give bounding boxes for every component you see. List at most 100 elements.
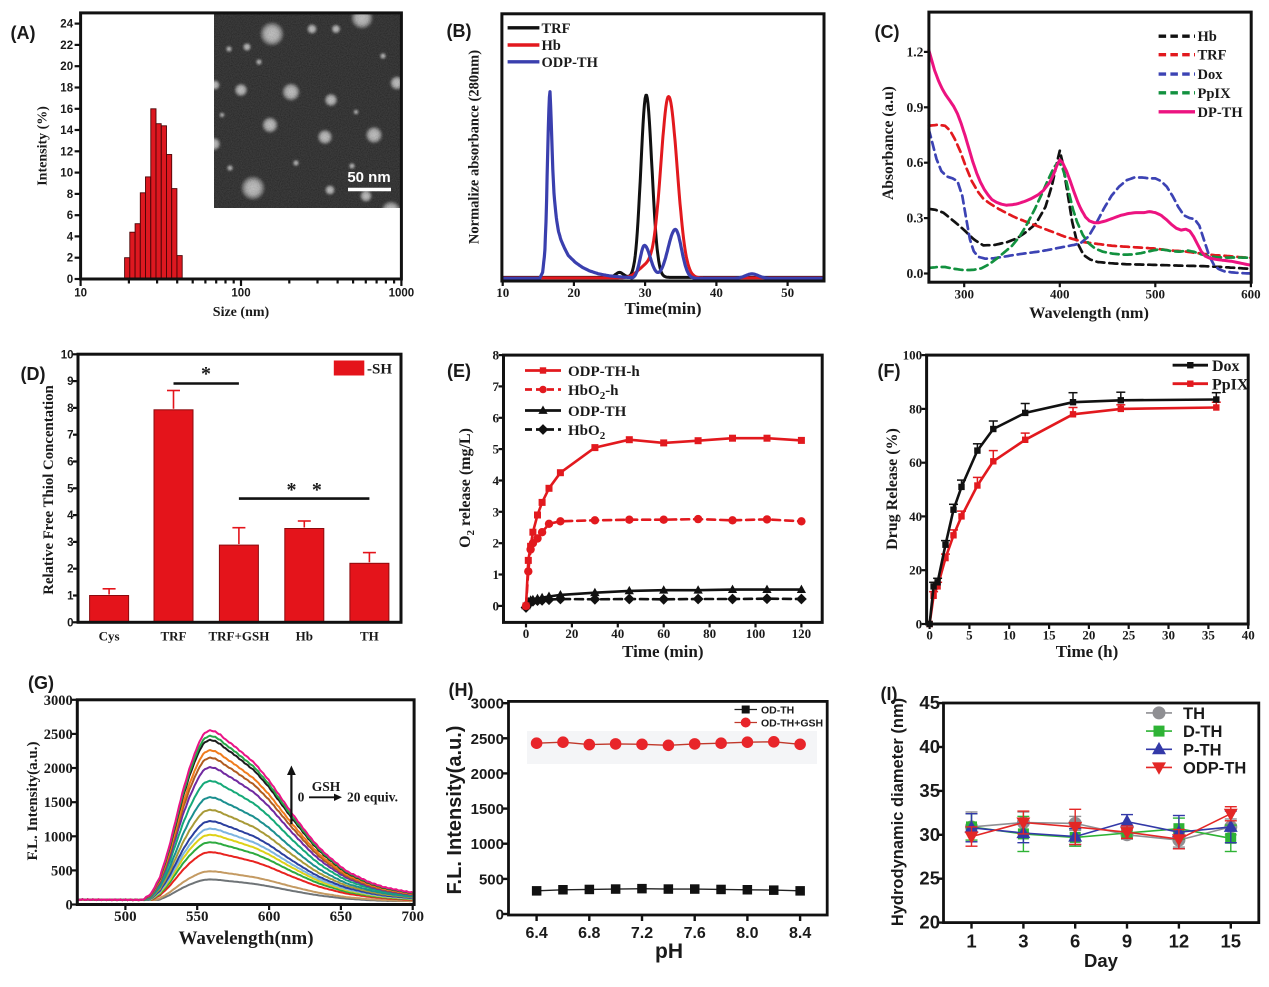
svg-text:650: 650 xyxy=(330,909,353,925)
svg-text:16: 16 xyxy=(60,104,73,116)
svg-text:300: 300 xyxy=(954,287,974,302)
svg-text:8: 8 xyxy=(67,403,74,415)
svg-text:12: 12 xyxy=(1169,931,1190,952)
svg-text:ODP-TH: ODP-TH xyxy=(1183,759,1246,777)
svg-text:30: 30 xyxy=(919,824,940,845)
svg-text:(G): (G) xyxy=(28,673,54,693)
svg-text:0: 0 xyxy=(298,790,305,805)
svg-text:Wavelength(nm): Wavelength(nm) xyxy=(178,928,313,949)
svg-text:120: 120 xyxy=(792,626,812,641)
svg-text:2500: 2500 xyxy=(471,731,504,748)
svg-text:Hb: Hb xyxy=(1198,29,1217,45)
svg-text:2: 2 xyxy=(493,536,500,551)
svg-text:3: 3 xyxy=(1018,931,1028,952)
svg-text:*: * xyxy=(312,479,322,501)
svg-text:20: 20 xyxy=(1082,628,1095,643)
svg-text:2000: 2000 xyxy=(44,761,73,777)
svg-text:7.2: 7.2 xyxy=(631,925,653,942)
svg-text:3000: 3000 xyxy=(44,693,73,709)
svg-text:0: 0 xyxy=(523,626,530,641)
svg-text:Time(min): Time(min) xyxy=(624,299,701,318)
svg-text:O2 release (mg/L): O2 release (mg/L) xyxy=(457,428,477,548)
svg-text:Time (min): Time (min) xyxy=(622,642,703,661)
svg-text:0.3: 0.3 xyxy=(907,211,924,226)
svg-text:4: 4 xyxy=(67,510,74,522)
svg-text:0: 0 xyxy=(66,898,73,914)
svg-text:P-TH: P-TH xyxy=(1183,741,1222,759)
svg-text:50 nm: 50 nm xyxy=(347,169,390,186)
svg-text:2500: 2500 xyxy=(44,727,73,743)
svg-text:Relative Free Thiol Concentati: Relative Free Thiol Concentation xyxy=(41,385,57,594)
svg-text:400: 400 xyxy=(1050,287,1070,302)
svg-text:ODP-TH-h: ODP-TH-h xyxy=(568,364,640,380)
svg-text:0: 0 xyxy=(67,617,73,629)
svg-text:60: 60 xyxy=(909,455,922,470)
svg-text:Time (h): Time (h) xyxy=(1056,642,1119,661)
svg-text:TRF: TRF xyxy=(542,21,571,37)
svg-text:10: 10 xyxy=(74,288,87,300)
svg-text:25: 25 xyxy=(1122,628,1136,643)
svg-text:Drug Release (%): Drug Release (%) xyxy=(884,428,901,550)
svg-text:0: 0 xyxy=(926,628,933,643)
svg-text:7: 7 xyxy=(493,379,500,394)
svg-text:TRF+GSH: TRF+GSH xyxy=(208,628,269,643)
svg-text:500: 500 xyxy=(1146,287,1166,302)
svg-text:40: 40 xyxy=(611,626,624,641)
svg-text:10: 10 xyxy=(61,349,74,361)
svg-text:Size (nm): Size (nm) xyxy=(213,305,270,320)
svg-text:50: 50 xyxy=(781,285,794,300)
svg-text:-SH: -SH xyxy=(367,362,392,378)
svg-text:0.9: 0.9 xyxy=(907,100,924,115)
svg-text:5: 5 xyxy=(966,628,973,643)
svg-text:7: 7 xyxy=(67,430,73,442)
svg-text:80: 80 xyxy=(909,401,922,416)
svg-text:40: 40 xyxy=(1242,628,1255,643)
svg-text:22: 22 xyxy=(60,40,73,52)
svg-text:6: 6 xyxy=(493,410,500,425)
svg-text:(C): (C) xyxy=(875,22,900,42)
svg-text:Hb: Hb xyxy=(296,628,313,643)
svg-text:4: 4 xyxy=(67,231,74,243)
svg-text:10: 10 xyxy=(60,168,73,180)
svg-text:40: 40 xyxy=(710,285,723,300)
svg-text:Dox: Dox xyxy=(1212,358,1240,375)
svg-text:8.4: 8.4 xyxy=(789,925,811,942)
svg-text:1000: 1000 xyxy=(471,836,504,853)
svg-text:600: 600 xyxy=(258,909,281,925)
svg-text:(F): (F) xyxy=(878,361,901,381)
svg-text:15: 15 xyxy=(1043,628,1057,643)
svg-text:7.6: 7.6 xyxy=(684,925,706,942)
svg-text:5: 5 xyxy=(67,483,74,495)
svg-text:1: 1 xyxy=(966,931,976,952)
svg-text:30: 30 xyxy=(1162,628,1175,643)
svg-text:F.L. Intensity(a.u.): F.L. Intensity(a.u.) xyxy=(444,726,466,895)
svg-text:0: 0 xyxy=(916,617,923,632)
svg-text:6.8: 6.8 xyxy=(578,925,600,942)
svg-text:ODP-TH: ODP-TH xyxy=(568,404,627,420)
svg-text:1500: 1500 xyxy=(471,801,504,818)
svg-text:pH: pH xyxy=(655,940,683,963)
svg-text:GSH: GSH xyxy=(312,779,341,794)
svg-text:12: 12 xyxy=(60,146,73,158)
svg-text:TH: TH xyxy=(1183,705,1205,723)
svg-text:(A): (A) xyxy=(11,23,36,43)
svg-text:20: 20 xyxy=(919,912,940,933)
svg-text:30: 30 xyxy=(639,285,652,300)
svg-text:2000: 2000 xyxy=(471,766,504,783)
svg-text:700: 700 xyxy=(401,909,424,925)
svg-text:DP-TH: DP-TH xyxy=(1198,105,1244,121)
svg-text:500: 500 xyxy=(479,871,504,888)
svg-text:2: 2 xyxy=(67,253,73,265)
svg-text:500: 500 xyxy=(51,863,73,879)
svg-text:1000: 1000 xyxy=(44,829,73,845)
svg-text:Absorbance (a.u): Absorbance (a.u) xyxy=(880,86,897,200)
svg-text:80: 80 xyxy=(703,626,716,641)
svg-text:0: 0 xyxy=(67,274,73,286)
svg-text:35: 35 xyxy=(1202,628,1216,643)
svg-text:5: 5 xyxy=(493,442,500,457)
svg-text:1: 1 xyxy=(493,567,500,582)
svg-text:0.6: 0.6 xyxy=(907,155,924,170)
svg-text:14: 14 xyxy=(60,125,73,137)
svg-text:100: 100 xyxy=(746,626,766,641)
svg-text:1500: 1500 xyxy=(44,795,73,811)
